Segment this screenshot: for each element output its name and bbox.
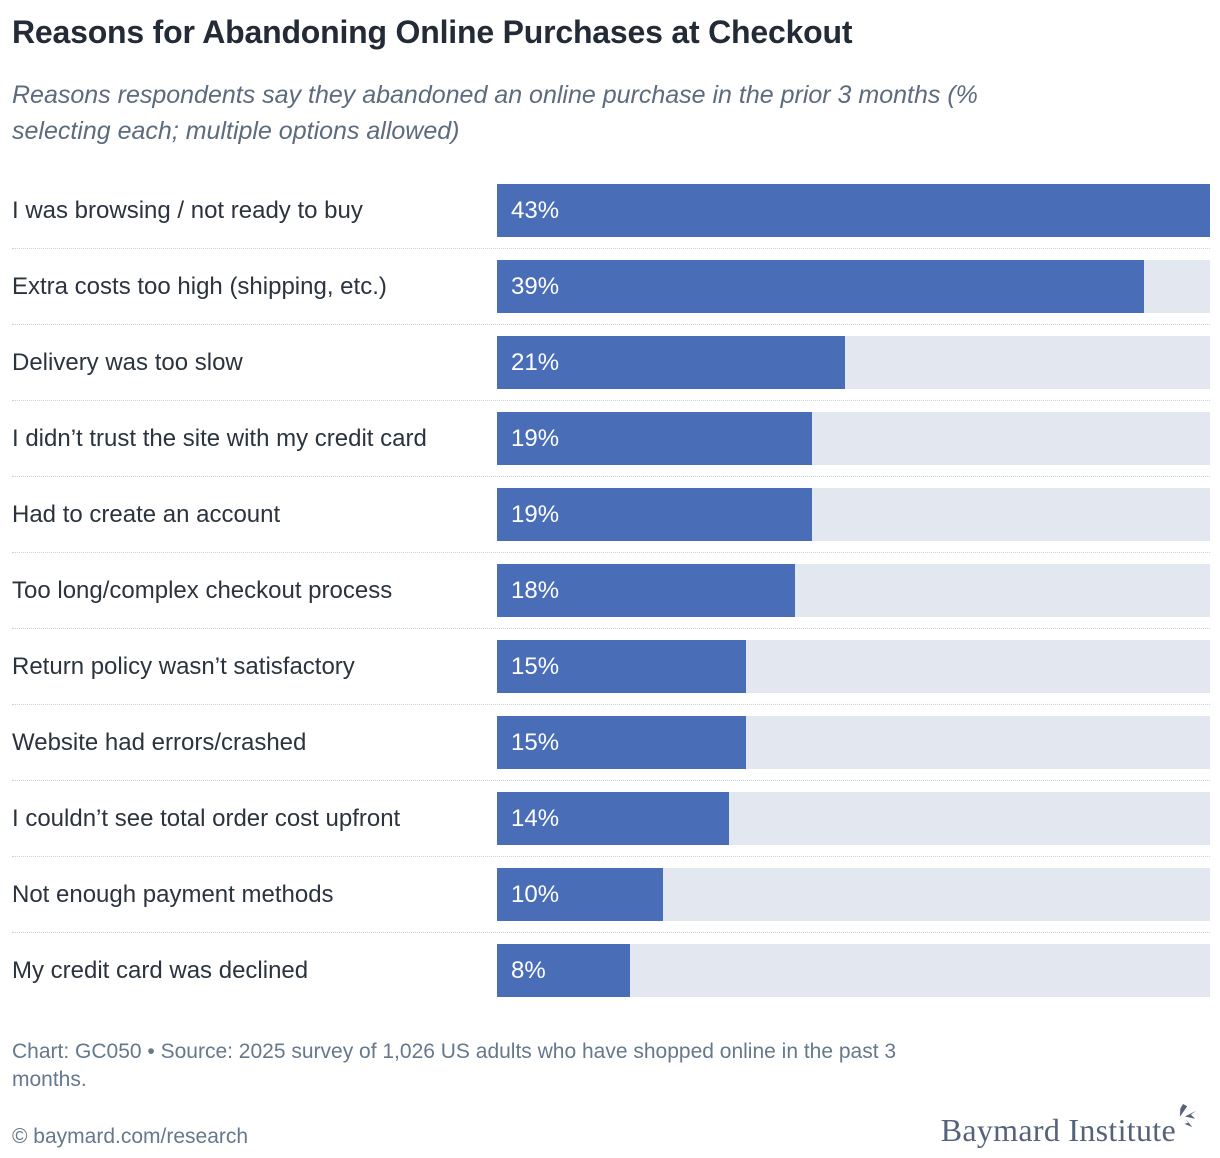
category-label: Website had errors/crashed [12, 728, 307, 756]
page-title: Reasons for Abandoning Online Purchases … [12, 14, 853, 50]
bar: 18% [497, 564, 796, 617]
category-label: I didn’t trust the site with my credit c… [12, 424, 427, 452]
bar-track: 43% [497, 184, 1210, 237]
chart-row: Website had errors/crashed 15% [12, 704, 1210, 780]
source-credit: Chart: GC050 • Source: 2025 survey of 1,… [12, 1040, 897, 1092]
chart-subtitle: Reasons respondents say they abandoned a… [12, 81, 978, 145]
bar-value-label: 43% [511, 196, 560, 224]
bar-track: 21% [497, 336, 1210, 389]
bar: 39% [497, 260, 1144, 313]
bar-track: 19% [497, 488, 1210, 541]
bar-value-label: 15% [511, 652, 560, 680]
bar-value-label: 8% [511, 956, 546, 984]
bar-value-label: 21% [511, 348, 560, 376]
bar-chart: I was browsing / not ready to buy 43% Ex… [12, 173, 1210, 1008]
bar-track: 18% [497, 564, 1210, 617]
bar-value-label: 19% [511, 424, 560, 452]
bar-track: 14% [497, 792, 1210, 845]
category-label: Not enough payment methods [12, 880, 334, 908]
chart-row: I couldn’t see total order cost upfront … [12, 780, 1210, 856]
bar-track: 10% [497, 868, 1210, 921]
chart-row: Return policy wasn’t satisfactory 15% [12, 628, 1210, 704]
bar-value-label: 15% [511, 728, 560, 756]
chart-row: Too long/complex checkout process 18% [12, 552, 1210, 628]
chart-row: Extra costs too high (shipping, etc.) 39… [12, 248, 1210, 324]
chart-row: I didn’t trust the site with my credit c… [12, 400, 1210, 476]
bar: 43% [497, 184, 1210, 237]
footer-row: © baymard.com/research Baymard Institute [12, 1103, 1210, 1149]
category-label: Delivery was too slow [12, 348, 243, 376]
bar: 15% [497, 640, 746, 693]
bar-track: 15% [497, 640, 1210, 693]
category-label: I was browsing / not ready to buy [12, 196, 363, 224]
bar-track: 15% [497, 716, 1210, 769]
chart-row: I was browsing / not ready to buy 43% [12, 173, 1210, 248]
category-label: Too long/complex checkout process [12, 576, 393, 604]
logo-text: Baymard Institute [940, 1111, 1176, 1148]
category-label: Had to create an account [12, 500, 281, 528]
bar-value-label: 18% [511, 576, 560, 604]
bar-track: 19% [497, 412, 1210, 465]
bar-track: 39% [497, 260, 1210, 313]
category-label: My credit card was declined [12, 956, 309, 984]
chart-row: Not enough payment methods 10% [12, 856, 1210, 932]
chart-footer: Chart: GC050 • Source: 2025 survey of 1,… [12, 1038, 1210, 1149]
bar-value-label: 19% [511, 500, 560, 528]
copyright-text: © baymard.com/research [12, 1124, 249, 1148]
category-label: I couldn’t see total order cost upfront [12, 804, 401, 832]
bar: 14% [497, 792, 730, 845]
bar: 10% [497, 868, 663, 921]
bar-value-label: 14% [511, 804, 560, 832]
bar: 21% [497, 336, 846, 389]
bar: 19% [497, 412, 813, 465]
bar-value-label: 10% [511, 880, 560, 908]
chart-row: My credit card was declined 8% [12, 932, 1210, 1008]
sparkle-icon [1179, 1103, 1196, 1127]
chart-row: Delivery was too slow 21% [12, 324, 1210, 400]
chart-row: Had to create an account 19% [12, 476, 1210, 552]
category-label: Extra costs too high (shipping, etc.) [12, 272, 387, 300]
baymard-logo: Baymard Institute [940, 1103, 1210, 1149]
bar-value-label: 39% [511, 272, 560, 300]
bar: 15% [497, 716, 746, 769]
bar: 8% [497, 944, 630, 997]
bar: 19% [497, 488, 813, 541]
bar-track: 8% [497, 944, 1210, 997]
category-label: Return policy wasn’t satisfactory [12, 652, 355, 680]
